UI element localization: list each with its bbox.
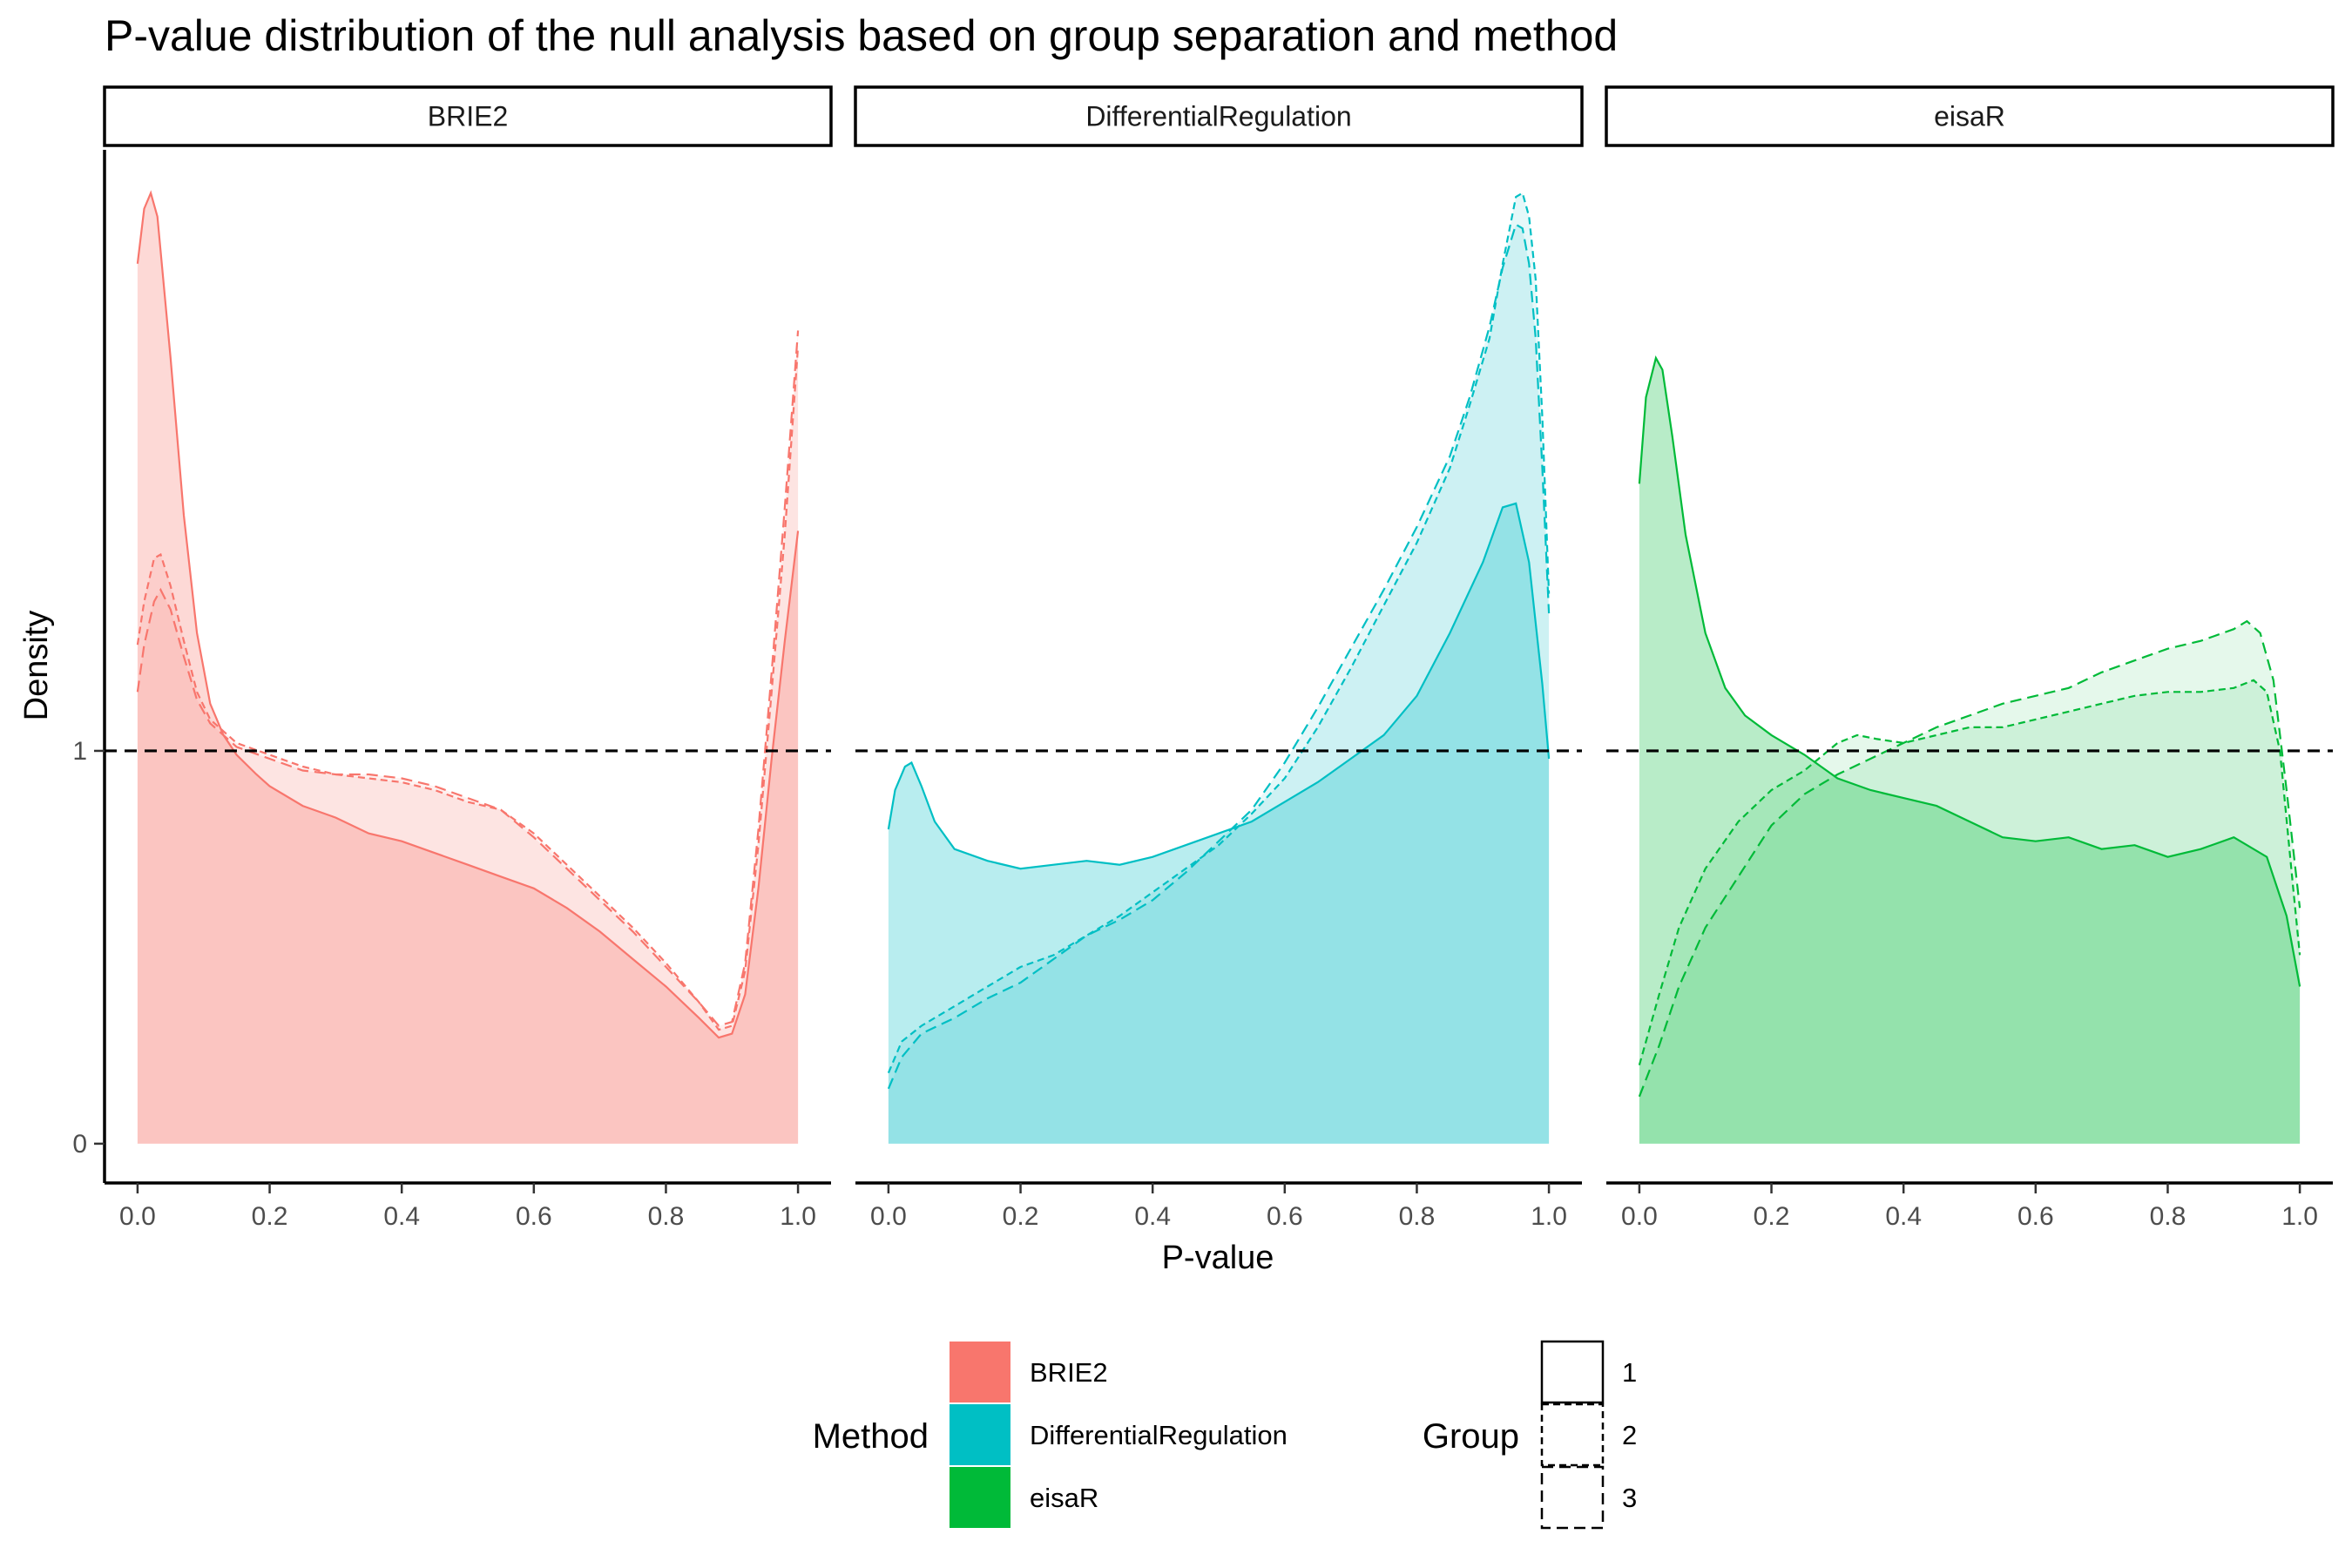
x-tick-label-brie2-1-0: 1.0 xyxy=(780,1202,816,1231)
density-area-brie2-group-1 xyxy=(137,193,799,1144)
legend-group-label-1: 1 xyxy=(1622,1357,1637,1388)
legend-method-key-brie2 xyxy=(950,1342,1010,1402)
x-tick-label-eisar-0-4: 0.4 xyxy=(1885,1202,1922,1231)
facet-strip-differentialregulation xyxy=(854,85,1584,147)
legend-method-title: Method xyxy=(813,1417,929,1456)
y-tick-label-0: 0 xyxy=(72,1130,87,1159)
chart-title: P-value distribution of the null analysi… xyxy=(105,11,1618,60)
x-axis-label: P-value xyxy=(1162,1240,1274,1276)
density-area-differentialregulation-group-2 xyxy=(888,193,1550,1144)
x-tick-label-eisar-0-0: 0.0 xyxy=(1621,1202,1658,1231)
x-tick-label-brie2-0-4: 0.4 xyxy=(383,1202,420,1231)
x-tick-label-brie2-0-0: 0.0 xyxy=(119,1202,156,1231)
legend-group-title: Group xyxy=(1423,1417,1519,1456)
x-tick-label-brie2-0-8: 0.8 xyxy=(648,1202,685,1231)
x-tick-label-eisar-0-8: 0.8 xyxy=(2150,1202,2186,1231)
density-line-eisar-group-2 xyxy=(1638,679,2301,1065)
legend-group-key-2 xyxy=(1540,1402,1605,1467)
legend-method-key-eisar xyxy=(950,1467,1010,1528)
y-axis-label: Density xyxy=(18,611,55,721)
legend-group-key-1 xyxy=(1540,1340,1605,1404)
legend-method-label-differentialregulation: DifferentialRegulation xyxy=(1030,1420,1288,1450)
panel-brie2: BRIE2 0.0 0.2 0.4 0.6 0.8 1.0 0 1 xyxy=(72,85,833,1231)
density-area-brie2-group-3 xyxy=(137,330,799,1144)
density-line-brie2-group-3 xyxy=(136,330,800,1027)
x-tick-label-brie2-0-2: 0.2 xyxy=(252,1202,288,1231)
density-area-brie2-group-2 xyxy=(137,346,799,1144)
density-line-differentialregulation-group-3 xyxy=(887,223,1551,1090)
legend-method: Method BRIE2 DifferentialRegulation eisaR xyxy=(813,1342,1288,1528)
legend-method-label-eisar: eisaR xyxy=(1030,1483,1098,1513)
facet-strip-brie2 xyxy=(103,85,833,147)
legend-group-label-2: 2 xyxy=(1622,1420,1637,1450)
legend-method-label-brie2: BRIE2 xyxy=(1030,1357,1108,1388)
panel-eisar: eisaR 0.0 0.2 0.4 0.6 0.8 1.0 xyxy=(1605,85,2335,1231)
y-tick-label-1: 1 xyxy=(72,737,87,766)
density-area-eisar-group-2 xyxy=(1639,679,2301,1144)
facet-label-eisar: eisaR xyxy=(1934,101,2005,132)
density-line-differentialregulation-group-1 xyxy=(887,502,1551,870)
x-tick-label-differentialregulation-0-2: 0.2 xyxy=(1003,1202,1039,1231)
facet-label-brie2: BRIE2 xyxy=(428,101,508,132)
x-tick-label-eisar-0-6: 0.6 xyxy=(2017,1202,2054,1231)
x-tick-label-differentialregulation-0-8: 0.8 xyxy=(1399,1202,1436,1231)
x-tick-label-differentialregulation-0-6: 0.6 xyxy=(1267,1202,1303,1231)
x-tick-label-eisar-1-0: 1.0 xyxy=(2281,1202,2318,1231)
x-tick-label-eisar-0-2: 0.2 xyxy=(1754,1202,1790,1231)
density-line-brie2-group-2 xyxy=(136,346,800,1031)
density-area-eisar-group-3 xyxy=(1639,621,2301,1144)
x-tick-label-differentialregulation-0-4: 0.4 xyxy=(1134,1202,1171,1231)
x-tick-label-brie2-0-6: 0.6 xyxy=(516,1202,552,1231)
density-line-differentialregulation-group-2 xyxy=(887,191,1551,1074)
facet-strip-eisar xyxy=(1605,85,2335,147)
facet-label-differentialregulation: DifferentialRegulation xyxy=(1085,101,1351,132)
density-area-differentialregulation-group-3 xyxy=(888,224,1550,1144)
density-area-eisar-group-1 xyxy=(1639,358,2301,1144)
legend-group-key-3 xyxy=(1540,1465,1605,1530)
x-tick-label-differentialregulation-0-0: 0.0 xyxy=(870,1202,907,1231)
density-line-eisar-group-3 xyxy=(1638,619,2301,1098)
legend-group: Group 1 2 3 xyxy=(1423,1340,1637,1530)
density-line-eisar-group-1 xyxy=(1638,355,2301,987)
density-line-brie2-group-1 xyxy=(136,190,800,1039)
legend-method-key-differentialregulation xyxy=(950,1404,1010,1465)
panels: BRIE2 0.0 0.2 0.4 0.6 0.8 1.0 0 1 DifferentialReg… xyxy=(72,85,2335,1231)
panel-differentialregulation: DifferentialRegulation 0.0 0.2 0.4 0.6 0.8 1.0 xyxy=(854,85,1584,1231)
legend-group-label-3: 3 xyxy=(1622,1483,1637,1513)
density-area-differentialregulation-group-1 xyxy=(888,503,1550,1144)
x-tick-label-differentialregulation-1-0: 1.0 xyxy=(1531,1202,1567,1231)
